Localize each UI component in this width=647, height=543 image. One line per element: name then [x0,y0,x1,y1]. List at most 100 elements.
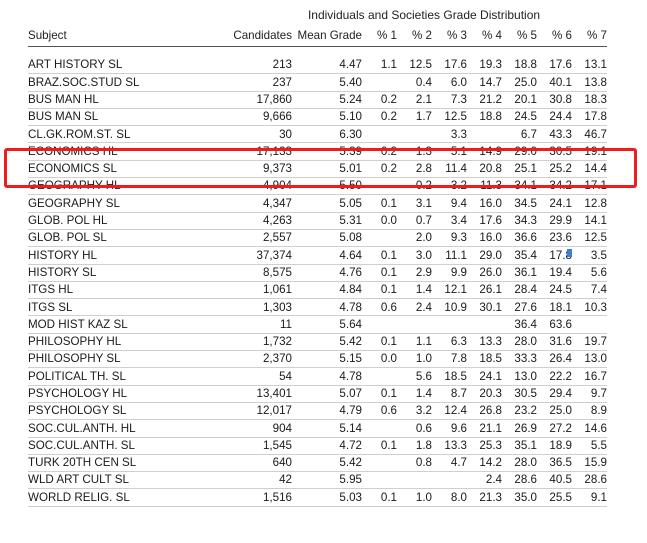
cell-pct-6: 34.2 [537,177,572,196]
cell-mean-grade: 5.10 [292,108,362,127]
table-row: ART HISTORY SL 213 4.47 1.1 12.5 17.6 19.3 18.8… [28,57,607,75]
cell-pct-7: 17.8 [572,108,607,127]
cell-pct-1 [362,229,397,248]
cell-mean-grade: 5.14 [292,419,362,438]
cell-mean-grade: 4.78 [292,298,362,317]
cell-candidates: 30 [218,125,292,144]
grade-distribution-table: Subject Candidates Mean Grade % 1 % 2 % … [28,26,607,507]
table-row: TURK 20TH CEN SL 640 5.42 0.8 4.7 14.2 28.0 36.… [28,454,607,473]
cell-pct-5: 18.8 [502,57,537,75]
cell-pct-3 [432,471,467,490]
cell-candidates: 2,557 [218,229,292,248]
cell-pct-3: 5.1 [432,142,467,161]
cell-candidates: 17,860 [218,91,292,109]
table-row: CL.GK.ROM.ST. SL 30 6.30 3.3 6.7 43.3 46.7 [28,125,607,144]
cell-mean-grade: 5.42 [292,333,362,352]
cell-candidates: 9,666 [218,108,292,127]
cell-pct-5: 28.4 [502,281,537,300]
cell-pct-1 [362,367,397,386]
cell-subject: BRAZ.SOC.STUD SL [28,73,218,92]
cell-mean-grade: 5.40 [292,73,362,92]
cell-pct-7: 15.9 [572,454,607,473]
cell-subject: TURK 20TH CEN SL [28,454,218,473]
cell-pct-1: 0.6 [362,298,397,317]
cell-candidates: 42 [218,471,292,490]
cell-subject: ECONOMICS HL [28,142,218,161]
table-row: PHILOSOPHY HL 1,732 5.42 0.1 1.1 6.3 13.3 28.0 3… [28,333,607,352]
cell-subject: BUS MAN SL [28,108,218,127]
cell-pct-2: 2.4 [397,298,432,317]
cell-subject: HISTORY HL [28,246,218,265]
header-row: Subject Candidates Mean Grade % 1 % 2 % … [28,26,607,47]
cell-subject: GEOGRAPHY HL [28,177,218,196]
cell-pct-1: 0.2 [362,91,397,109]
cell-pct-5: 28.6 [502,471,537,490]
cell-pct-4: 19.3 [467,57,502,75]
cell-pct-3 [432,315,467,334]
header-pct-2: % 2 [397,26,432,47]
cell-subject: MOD HIST KAZ SL [28,315,218,334]
cell-pct-1: 0.1 [362,488,397,507]
cell-pct-2: 0.7 [397,212,432,230]
cell-pct-4: 18.5 [467,350,502,369]
cell-pct-5: 26.9 [502,419,537,438]
cell-pct-1: 0.1 [362,385,397,403]
cell-pct-1 [362,177,397,196]
header-pct-3: % 3 [432,26,467,47]
cell-pct-3: 13.3 [432,437,467,455]
cell-subject: PHILOSOPHY HL [28,333,218,352]
table-row: GLOB. POL SL 2,557 5.08 2.0 9.3 16.0 36.6 23.6 1… [28,229,607,248]
table-row: SOC.CUL.ANTH. HL 904 5.14 0.6 9.6 21.1 26.9 27.… [28,419,607,438]
cell-mean-grade: 5.03 [292,488,362,507]
cell-mean-grade: 4.79 [292,402,362,421]
cell-pct-2: 3.0 [397,246,432,265]
cell-pct-2: 1.3 [397,142,432,161]
cell-pct-4: 17.6 [467,212,502,230]
cell-pct-6: 40.5 [537,471,572,490]
cell-mean-grade: 5.64 [292,315,362,334]
cell-pct-5: 27.6 [502,298,537,317]
cell-pct-4: 14.2 [467,454,502,473]
cell-pct-3: 6.3 [432,333,467,352]
cell-mean-grade: 4.84 [292,281,362,300]
cell-pct-2: 2.9 [397,264,432,282]
table-group-title: Individuals and Societies Grade Distribu… [307,8,541,22]
cell-mean-grade: 5.01 [292,160,362,179]
cell-pct-2: 3.1 [397,194,432,213]
cell-pct-1 [362,419,397,438]
header-subject: Subject [28,26,218,47]
cell-pct-2: 1.8 [397,437,432,455]
cell-pct-4: 14.9 [467,142,502,161]
cell-pct-1: 0.2 [362,142,397,161]
cell-pct-2: 1.0 [397,488,432,507]
cell-pct-2: 1.0 [397,350,432,369]
table-row: HISTORY SL 8,575 4.76 0.1 2.9 9.9 26.0 36.1 19.4… [28,264,607,282]
cell-pct-5: 35.0 [502,488,537,507]
cell-pct-7: 12.5 [572,229,607,248]
cell-pct-1: 0.0 [362,350,397,369]
cell-pct-4: 2.4 [467,471,502,490]
header-pct-1: % 1 [362,26,397,47]
cell-pct-1: 0.1 [362,281,397,300]
table-body: ART HISTORY SL 213 4.47 1.1 12.5 17.6 19.3 18.8… [28,47,607,507]
cell-candidates: 1,732 [218,333,292,352]
cell-candidates: 37,374 [218,246,292,265]
cell-pct-5: 29.0 [502,142,537,161]
cell-pct-2 [397,125,432,144]
cell-pct-1 [362,454,397,473]
cell-pct-2: 0.6 [397,419,432,438]
table-row: POLITICAL TH. SL 54 4.78 5.6 18.5 24.1 13.0 22.… [28,367,607,386]
cell-subject: SOC.CUL.ANTH. SL [28,437,218,455]
cell-candidates: 237 [218,73,292,92]
cell-candidates: 640 [218,454,292,473]
cell-pct-4: 16.0 [467,229,502,248]
cell-subject: ECONOMICS SL [28,160,218,179]
table-row: SOC.CUL.ANTH. SL 1,545 4.72 0.1 1.8 13.3 25.3 3… [28,437,607,455]
cell-pct-5: 20.1 [502,91,537,109]
cell-pct-6: 24.4 [537,108,572,127]
cell-pct-5: 24.5 [502,108,537,127]
cell-pct-3: 3.3 [432,125,467,144]
cell-candidates: 1,516 [218,488,292,507]
cell-pct-3: 3.4 [432,212,467,230]
